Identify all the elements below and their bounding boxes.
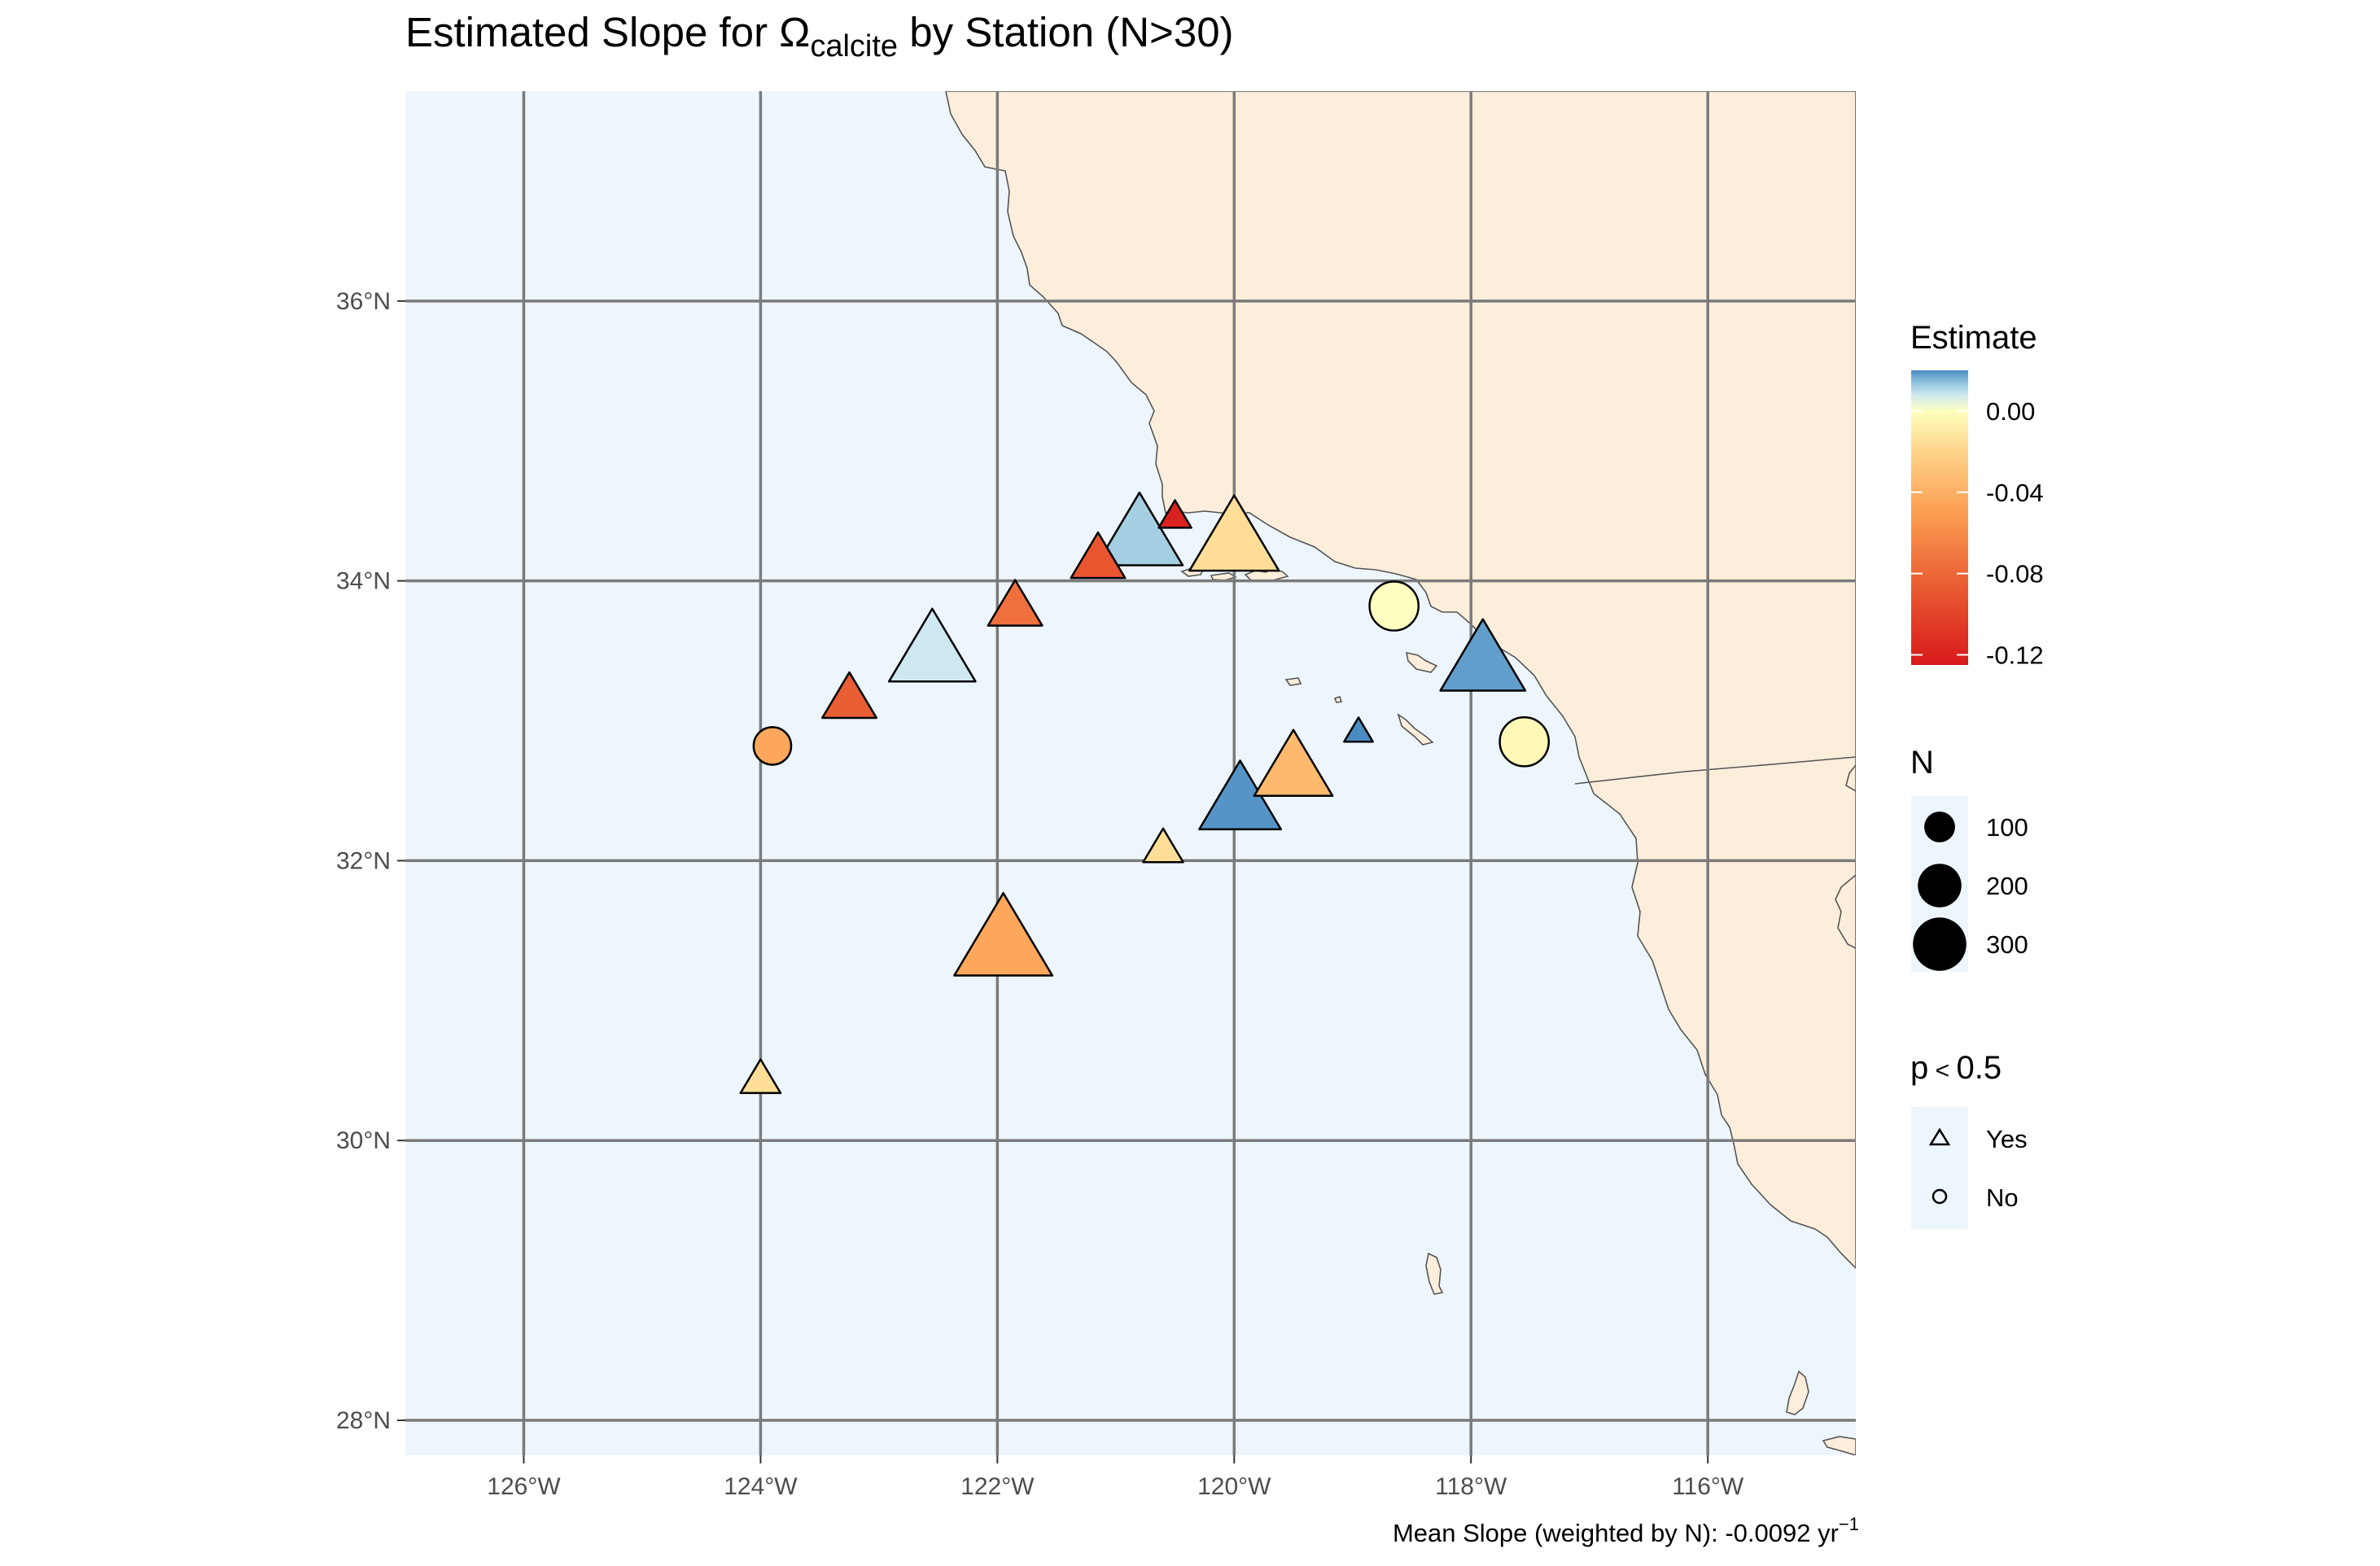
station-marker-triangle: [1343, 716, 1374, 743]
station-marker-circle: [1498, 715, 1551, 768]
colorbar-label: -0.04: [1986, 479, 2044, 507]
station-marker-triangle: [887, 607, 977, 683]
caption-superscript: −1: [1838, 1514, 1859, 1534]
n-legend-dot: [1918, 864, 1962, 908]
station-marker-triangle: [1439, 618, 1527, 692]
n-legend-label: 300: [1986, 930, 2028, 959]
significance-legend-key-bg: [1911, 1107, 1968, 1229]
colorbar-label: -0.12: [1986, 641, 2044, 670]
significance-legend: p < 0.5 Yes No: [1910, 1050, 2028, 1229]
title-subscript: calcite: [810, 29, 899, 63]
y-axis: 28°N 30°N 32°N 34°N 36°N: [336, 288, 405, 1434]
significance-legend-label: No: [1986, 1183, 2019, 1212]
estimate-colorbar: [1911, 370, 1968, 665]
n-legend-label: 200: [1986, 872, 2028, 900]
x-tick-label: 124°W: [724, 1473, 798, 1500]
station-marker-triangle: [1253, 728, 1334, 797]
title-suffix: by Station (N>30): [898, 9, 1234, 55]
station-marker-triangle: [953, 891, 1054, 977]
estimate-legend-title: Estimate: [1910, 320, 2037, 356]
x-tick-label: 126°W: [487, 1473, 561, 1500]
y-tick-label: 28°N: [336, 1407, 391, 1434]
n-size-legend: N 100 200 300: [1910, 745, 2028, 972]
mean-slope-caption: Mean Slope (weighted by N): -0.0092 yr−1: [1393, 1514, 1859, 1548]
caption-text: Mean Slope (weighted by N): -0.0092 yr: [1392, 1519, 1839, 1547]
mexico-mainland-edge: [1835, 763, 1856, 949]
colorbar-label: 0.00: [1986, 397, 2035, 426]
y-tick-label: 36°N: [336, 288, 391, 315]
station-marker-triangle: [820, 671, 878, 720]
triangle-legend-key: [1928, 1127, 1951, 1146]
station-marker-triangle: [987, 579, 1043, 627]
n-legend-dot: [1913, 917, 1967, 971]
estimate-legend: Estimate 0.00 -0.04 -0.08 -0.12: [1910, 320, 2044, 670]
y-tick-label: 32°N: [336, 847, 391, 874]
n-legend-dot: [1924, 811, 1955, 842]
x-tick-label: 116°W: [1672, 1473, 1744, 1500]
x-tick-label: 118°W: [1435, 1473, 1507, 1500]
station-marker-triangle: [1070, 531, 1127, 580]
station-marker-triangle: [739, 1058, 782, 1095]
station-marker-triangle: [1188, 494, 1280, 572]
x-tick-label: 120°W: [1197, 1473, 1271, 1500]
station-marker-triangle: [1157, 499, 1192, 529]
n-legend-label: 100: [1986, 813, 2028, 842]
us-mexico-border: [1574, 756, 1856, 785]
station-marker-triangle: [1142, 827, 1184, 864]
colorbar-label: -0.08: [1986, 560, 2044, 588]
station-markers: [739, 491, 1551, 1095]
title-prefix: Estimated Slope for Ω: [405, 9, 811, 55]
station-marker-circle: [1368, 580, 1420, 632]
chart-title: Estimated Slope for Ωcalcite by Station …: [405, 8, 1234, 64]
y-tick-label: 30°N: [336, 1127, 391, 1154]
y-tick-label: 34°N: [336, 568, 391, 595]
significance-legend-title: p < 0.5: [1910, 1050, 2002, 1086]
significance-legend-label: Yes: [1986, 1125, 2028, 1153]
circle-legend-key: [1932, 1188, 1948, 1205]
station-marker-triangle: [1095, 491, 1184, 566]
graticule: [405, 91, 1856, 1455]
x-axis: 126°W 124°W 122°W 120°W 118°W 116°W: [487, 1455, 1744, 1500]
n-legend-title: N: [1910, 745, 1934, 781]
station-marker-circle: [752, 726, 793, 766]
x-tick-label: 122°W: [960, 1473, 1035, 1500]
